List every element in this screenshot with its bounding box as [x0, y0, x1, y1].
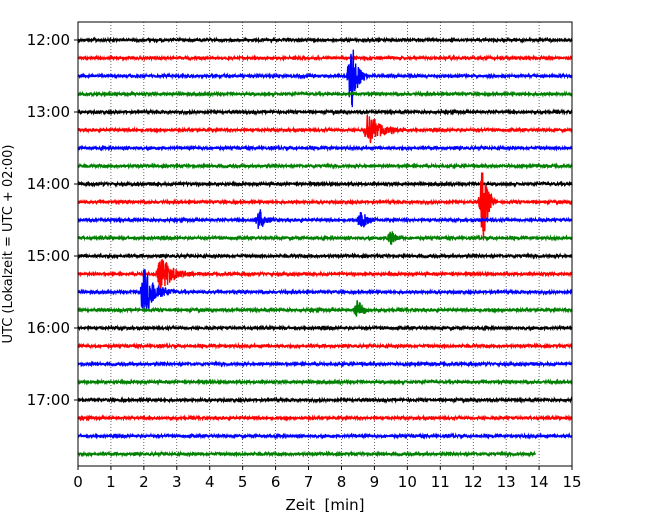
x-tick-label: 11: [431, 473, 450, 491]
x-tick-label: 1: [106, 473, 116, 491]
trace-line: [77, 162, 573, 170]
x-tick-label: 10: [398, 473, 417, 491]
x-tick-label: 13: [497, 473, 516, 491]
trace-line: [77, 396, 573, 404]
trace-lines: [77, 36, 573, 458]
trace-line: [77, 378, 573, 386]
trace-line: [77, 180, 573, 188]
trace-line: [77, 172, 573, 241]
trace-line: [77, 300, 573, 317]
x-tick-label: 4: [205, 473, 215, 491]
x-axis-label: Zeit [min]: [285, 496, 364, 514]
x-tick-label: 15: [562, 473, 581, 491]
trace-line: [77, 360, 573, 368]
y-ticks: 12:00 13:00 14:00 15:00 16:00 17:00: [27, 31, 78, 409]
y-tick-label: 13:00: [27, 103, 70, 121]
trace-line: [77, 49, 573, 108]
x-tick-label: 9: [370, 473, 380, 491]
x-tick-label: 0: [73, 473, 83, 491]
trace-line: [77, 115, 573, 144]
trace-line: [77, 259, 573, 290]
x-tick-label: 2: [139, 473, 149, 491]
x-tick-label: 5: [238, 473, 248, 491]
y-tick-label: 16:00: [27, 319, 70, 337]
trace-line: [77, 231, 573, 245]
trace-line: [77, 324, 573, 332]
trace-line: [77, 414, 573, 422]
x-tick-label: 7: [304, 473, 314, 491]
x-tick-label: 14: [530, 473, 549, 491]
x-tick-label: 6: [271, 473, 281, 491]
trace-line: [77, 144, 573, 152]
x-tick-label: 3: [172, 473, 182, 491]
grid-lines: [110, 22, 540, 466]
trace-line: [77, 108, 573, 116]
trace-line: [77, 90, 573, 98]
plot-frame: [77, 21, 573, 467]
x-ticks: 0 1 2 3 4 5 6 7 8 9 10 11 12 13 14 15: [73, 466, 582, 491]
y-axis-label: UTC (Lokalzeit = UTC + 02:00): [1, 145, 16, 344]
y-tick-label: 15:00: [27, 247, 70, 265]
x-tick-label: 12: [464, 473, 483, 491]
trace-line: [77, 209, 573, 229]
trace-line: [77, 432, 573, 440]
trace-line: [77, 36, 573, 44]
trace-line: [77, 252, 573, 260]
y-tick-label: 17:00: [27, 391, 70, 409]
trace-line: [77, 450, 537, 458]
trace-line: [77, 269, 573, 312]
x-tick-label: 8: [337, 473, 347, 491]
trace-line: [77, 342, 573, 350]
y-tick-label: 14:00: [27, 175, 70, 193]
trace-line: [77, 54, 573, 62]
y-tick-label: 12:00: [27, 31, 70, 49]
